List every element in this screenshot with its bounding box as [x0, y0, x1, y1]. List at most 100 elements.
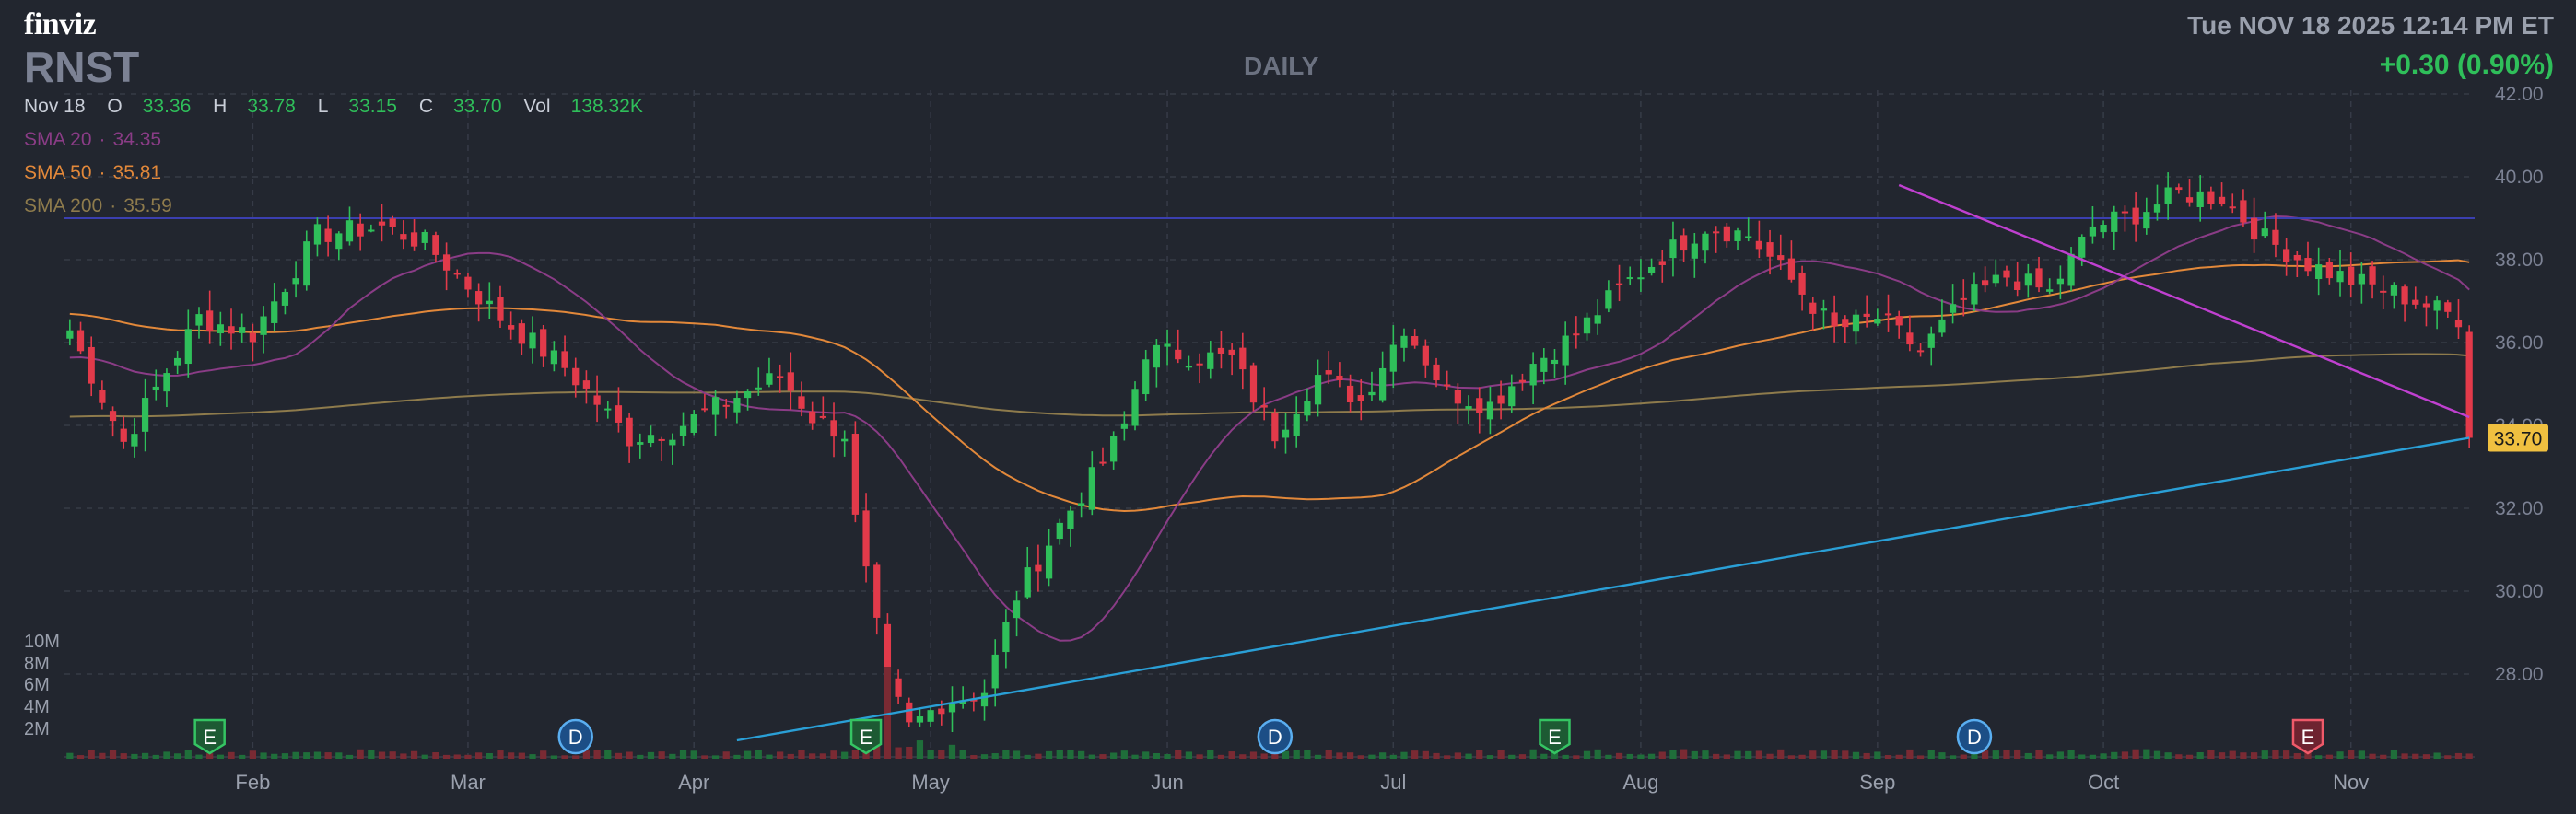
volume-bar	[647, 751, 655, 759]
volume-bar	[217, 754, 224, 759]
volume-bar	[1207, 750, 1214, 759]
candle-body	[2380, 290, 2387, 293]
candle-body	[2348, 266, 2355, 285]
volume-bar	[1411, 750, 1419, 759]
volume-bar	[1647, 753, 1656, 759]
volume-bar	[2207, 750, 2215, 759]
x-tick-label: Sep	[1859, 771, 1895, 794]
volume-bar	[1680, 749, 1688, 759]
ohlc-readout: Nov 18 O 33.36 H 33.78 L 33.15 C 33.70 Vol 13…	[24, 96, 660, 118]
volume-bar	[1346, 752, 1354, 759]
volume-bar	[529, 754, 536, 759]
volume-bar	[1002, 750, 1010, 759]
earnings-marker[interactable]: E	[2291, 718, 2324, 755]
candle-body	[1551, 359, 1559, 365]
volume-bar	[1766, 753, 1774, 759]
candle-body	[2218, 196, 2226, 204]
candle-body	[2325, 262, 2333, 279]
volume-bar	[1400, 751, 1408, 759]
candle-body	[1120, 423, 1128, 429]
candle-body	[1271, 413, 1279, 442]
volume-bar	[464, 754, 472, 759]
volume-bar	[184, 750, 192, 759]
marker-label: E	[2301, 726, 2315, 749]
volume-bar	[1777, 749, 1785, 759]
candle-body	[357, 223, 364, 237]
candle-body	[690, 414, 697, 433]
volume-bar	[508, 752, 515, 759]
candle-body	[658, 438, 665, 441]
candle-body	[324, 228, 332, 242]
candle-body	[819, 415, 826, 418]
volume-bar	[2401, 753, 2408, 759]
volume-bar	[1024, 754, 1031, 759]
volume-bar	[1895, 754, 1903, 759]
candle-body	[787, 372, 794, 391]
candle-body	[1702, 233, 1709, 251]
volume-bar	[593, 749, 601, 759]
volume-bar	[2454, 752, 2463, 759]
candle-body	[1357, 395, 1364, 401]
volume-bar	[432, 752, 439, 759]
volume-bar	[1067, 750, 1074, 759]
volume-bar	[249, 750, 256, 759]
volume-bar	[1304, 750, 1311, 759]
candle-body	[335, 233, 343, 250]
marker-label: D	[1268, 726, 1282, 749]
candle-body	[2111, 211, 2118, 232]
uptrend-line[interactable]	[736, 436, 2470, 742]
high-readout: H 33.78	[213, 96, 296, 117]
candle-body	[2433, 300, 2441, 311]
volume-bar	[389, 751, 396, 759]
volume-bar	[1142, 751, 1150, 759]
volume-bar	[2003, 750, 2010, 759]
volume-bar	[2218, 752, 2226, 759]
candle-body	[66, 330, 74, 339]
volume-bar	[916, 740, 924, 759]
candle-body	[1734, 230, 1741, 241]
candle-body	[2336, 271, 2344, 283]
sma200-legend[interactable]: SMA 200 · 35.59	[24, 195, 172, 216]
candle-body	[777, 376, 784, 378]
candle-body	[2358, 273, 2365, 285]
volume-bar	[841, 751, 849, 759]
volume-bar	[701, 755, 708, 759]
dividend-marker[interactable]: D	[1257, 718, 1294, 755]
dividend-marker[interactable]: D	[557, 718, 593, 755]
volume-bar	[1497, 750, 1505, 759]
sma20-legend[interactable]: SMA 20 · 34.35	[24, 129, 162, 150]
candle-body	[938, 708, 945, 715]
downtrend-line[interactable]	[1898, 183, 2470, 419]
candle-body	[1573, 333, 1580, 336]
earnings-marker[interactable]: E	[193, 718, 226, 755]
volume-bar	[1282, 750, 1290, 759]
candle-body	[497, 297, 504, 321]
volume-bar	[195, 754, 203, 759]
candle-body	[206, 310, 214, 331]
volume-tick-label: 6M	[24, 675, 50, 695]
candle-body	[1067, 510, 1074, 529]
candle-body	[1013, 600, 1021, 619]
volume-bar	[895, 747, 902, 759]
volume-bar	[766, 754, 773, 759]
open-readout: O 33.36	[107, 96, 192, 117]
x-tick-label: Jun	[1151, 771, 1183, 794]
sma50-legend[interactable]: SMA 50 · 35.81	[24, 162, 162, 183]
volume-bar	[1605, 754, 1612, 759]
volume-bar	[260, 752, 267, 759]
volume-bar	[1615, 752, 1623, 759]
y-tick-label: 32.00	[2495, 498, 2544, 519]
candle-body	[1713, 231, 1720, 234]
volume-bar	[927, 750, 934, 759]
candle-body	[1131, 389, 1139, 426]
candles	[66, 172, 2473, 732]
volume-bar	[1013, 750, 1021, 759]
earnings-marker[interactable]: E	[849, 718, 883, 755]
earnings-marker[interactable]: E	[1539, 718, 1571, 755]
dividend-marker[interactable]: D	[1956, 718, 1993, 755]
volume-bar	[1088, 754, 1095, 759]
volume-bar	[357, 749, 364, 759]
candle-body	[1325, 370, 1332, 375]
volume-bar	[1573, 755, 1580, 759]
